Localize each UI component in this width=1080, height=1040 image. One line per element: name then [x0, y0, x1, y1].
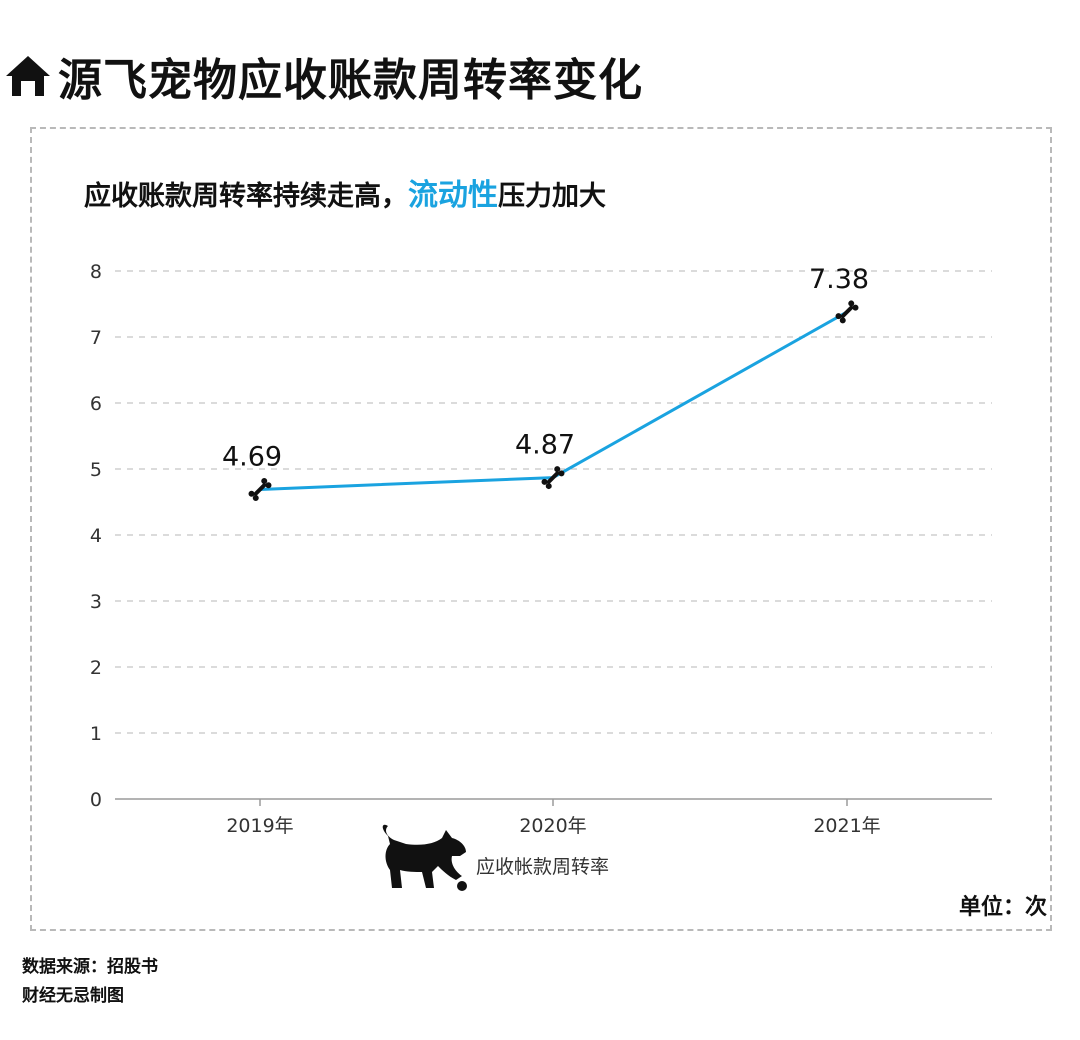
chart-frame	[30, 127, 1052, 931]
chart-subtitle: 应收账款周转率持续走高，流动性压力加大	[84, 170, 606, 214]
credit-note: 财经无忌制图	[22, 986, 124, 1006]
subtitle-highlight: 流动性	[408, 178, 498, 213]
page-title: 源飞宠物应收账款周转率变化	[4, 46, 643, 106]
x-tick-label: 2019年	[226, 815, 293, 837]
y-tick-label: 5	[90, 459, 102, 481]
y-tick-label: 6	[90, 393, 102, 415]
series-line	[259, 310, 848, 491]
y-tick-label: 4	[90, 525, 102, 547]
unit-label: 单位：次	[958, 895, 1047, 920]
data-label: 4.69	[222, 441, 282, 472]
x-tick-label: 2020年	[519, 815, 586, 837]
subtitle-prefix: 应收账款周转率持续走高，	[84, 181, 408, 212]
x-tick-label: 2021年	[813, 815, 880, 837]
y-tick-label: 3	[90, 591, 102, 613]
y-tick-label: 8	[90, 261, 102, 283]
subtitle-suffix: 压力加大	[498, 181, 606, 212]
y-tick-label: 2	[90, 657, 102, 679]
bone-icon	[541, 466, 565, 490]
source-note: 数据来源：招股书	[22, 957, 158, 977]
y-tick-label: 1	[90, 723, 102, 745]
footer: 数据来源：招股书 财经无忌制图	[22, 953, 158, 1011]
data-label: 4.87	[515, 430, 575, 461]
y-tick-label: 7	[90, 327, 102, 349]
legend: 应收帐款周转率	[376, 822, 609, 894]
house-icon	[6, 56, 50, 96]
legend-label: 应收帐款周转率	[476, 855, 610, 878]
data-label: 7.38	[809, 264, 869, 295]
bone-icon	[248, 477, 272, 501]
dog-icon	[382, 824, 467, 891]
y-tick-label: 0	[90, 789, 102, 811]
title-text: 源飞宠物应收账款周转率变化	[58, 55, 643, 106]
bone-icon	[835, 300, 859, 324]
